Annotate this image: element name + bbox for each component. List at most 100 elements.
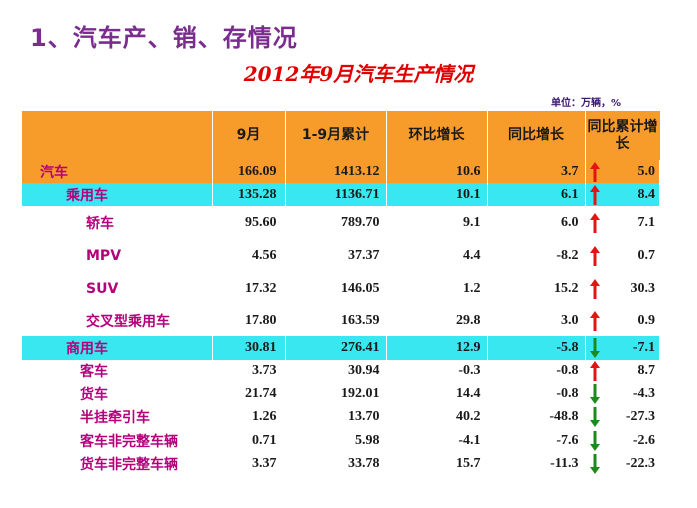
cell-mom-growth: 10.1 (386, 183, 488, 206)
row-name: 货车非完整车辆 (22, 452, 213, 476)
cell-month: 3.37 (212, 452, 286, 476)
trend-arrow-cell (585, 305, 605, 336)
cell-month: 30.81 (212, 336, 286, 360)
row-name: 乘用车 (22, 183, 213, 206)
cell-mom-growth: 10.6 (386, 160, 488, 183)
row-name: 客车 (22, 360, 213, 382)
cell-yoy-cumulative: -27.3 (605, 405, 661, 429)
row-name: SUV (22, 272, 213, 305)
trend-arrow-cell (585, 429, 605, 452)
header-mom-growth: 环比增长 (386, 111, 488, 160)
trend-arrow-cell (585, 206, 605, 239)
cell-cumulative: 37.37 (285, 239, 387, 272)
cell-mom-growth: 12.9 (386, 336, 488, 360)
cell-month: 4.56 (212, 239, 286, 272)
cell-mom-growth: -4.1 (386, 429, 488, 452)
row-name: MPV (22, 239, 213, 272)
trend-arrow-cell (585, 160, 606, 183)
row-name: 货车 (22, 382, 213, 405)
table-row: 半挂牵引车 1.26 13.70 40.2 -48.8 -27.3 (22, 405, 661, 429)
arrow-down-icon (590, 338, 601, 358)
cell-cumulative: 146.05 (285, 272, 387, 305)
cell-yoy-cumulative: 8.7 (605, 360, 661, 382)
cell-yoy-cumulative: 30.3 (605, 272, 661, 305)
cell-yoy-growth: -8.2 (487, 239, 586, 272)
cell-cumulative: 163.59 (285, 305, 387, 336)
cell-month: 95.60 (212, 206, 286, 239)
row-name: 汽车 (22, 160, 213, 183)
cell-cumulative: 789.70 (285, 206, 387, 239)
production-table: 9月 1-9月累计 环比增长 同比增长 同比累计增长 汽车 166.09 1413.… (22, 111, 661, 476)
trend-arrow-cell (585, 239, 605, 272)
unit-label: 单位：万辆，% (550, 98, 621, 109)
cell-month: 17.80 (212, 305, 286, 336)
table-row: SUV 17.32 146.05 1.2 15.2 30.3 (22, 272, 661, 305)
cell-yoy-growth: 6.0 (487, 206, 586, 239)
cell-mom-growth: 9.1 (386, 206, 488, 239)
header-yoy-cumulative-growth: 同比累计增长 (585, 111, 660, 160)
cell-month: 0.71 (212, 429, 286, 452)
row-name: 商用车 (22, 336, 213, 360)
cell-yoy-growth: -0.8 (487, 360, 586, 382)
cell-yoy-cumulative: -4.3 (605, 382, 661, 405)
cell-month: 135.28 (212, 183, 286, 206)
trend-arrow-cell (585, 360, 605, 382)
cell-yoy-growth: 3.7 (487, 160, 586, 183)
cell-mom-growth: 15.7 (386, 452, 488, 476)
header-category (22, 111, 213, 160)
slide-title: 1、汽车产、销、存情况 (30, 24, 298, 52)
cell-yoy-growth: 3.0 (487, 305, 586, 336)
cell-yoy-growth: -11.3 (487, 452, 586, 476)
table-row: 轿车 95.60 789.70 9.1 6.0 7.1 (22, 206, 661, 239)
cell-month: 17.32 (212, 272, 286, 305)
table-row: 客车 3.73 30.94 -0.3 -0.8 8.7 (22, 360, 661, 382)
cell-mom-growth: 40.2 (386, 405, 488, 429)
cell-yoy-growth: 15.2 (487, 272, 586, 305)
trend-arrow-cell (585, 452, 605, 476)
trend-arrow-cell (585, 272, 605, 305)
cell-yoy-growth: -0.8 (487, 382, 586, 405)
table-row: 商用车 30.81 276.41 12.9 -5.8 -7.1 (22, 336, 661, 360)
cell-yoy-growth: 6.1 (487, 183, 586, 206)
cell-cumulative: 13.70 (285, 405, 387, 429)
cell-cumulative: 30.94 (285, 360, 387, 382)
arrow-down-icon (590, 454, 601, 474)
table-row: 货车 21.74 192.01 14.4 -0.8 -4.3 (22, 382, 661, 405)
arrow-down-icon (590, 383, 601, 404)
arrow-up-icon (590, 310, 601, 331)
header-row: 9月 1-9月累计 环比增长 同比增长 同比累计增长 (22, 111, 660, 160)
arrow-up-icon (590, 361, 601, 381)
table-row: 乘用车 135.28 1136.71 10.1 6.1 8.4 (22, 183, 661, 206)
arrow-down-icon (590, 407, 601, 427)
cell-yoy-cumulative: -7.1 (605, 336, 661, 360)
cell-cumulative: 1413.12 (285, 160, 387, 183)
cell-yoy-cumulative: -22.3 (605, 452, 661, 476)
cell-mom-growth: 29.8 (386, 305, 488, 336)
trend-arrow-cell (585, 405, 605, 429)
cell-cumulative: 33.78 (285, 452, 387, 476)
header-month: 9月 (212, 111, 286, 160)
cell-yoy-growth: -7.6 (487, 429, 586, 452)
cell-cumulative: 5.98 (285, 429, 387, 452)
cell-cumulative: 276.41 (285, 336, 387, 360)
cell-month: 1.26 (212, 405, 286, 429)
row-name: 半挂牵引车 (22, 405, 213, 429)
table-row: 汽车 166.09 1413.12 10.6 3.7 5.0 (22, 160, 661, 183)
table-body: 汽车 166.09 1413.12 10.6 3.7 5.0 乘用车 135.28 1136.7… (22, 160, 661, 476)
header-yoy-growth: 同比增长 (487, 111, 586, 160)
cell-yoy-growth: -48.8 (487, 405, 586, 429)
arrow-up-icon (590, 161, 601, 182)
table-row: MPV 4.56 37.37 4.4 -8.2 0.7 (22, 239, 661, 272)
header-cumulative: 1-9月累计 (285, 111, 387, 160)
cell-cumulative: 1136.71 (285, 183, 387, 206)
cell-month: 166.09 (212, 160, 286, 183)
cell-yoy-cumulative: 5.0 (605, 160, 661, 183)
cell-month: 3.73 (212, 360, 286, 382)
cell-yoy-cumulative: 0.9 (605, 305, 661, 336)
cell-yoy-cumulative: 7.1 (605, 206, 661, 239)
row-name: 客车非完整车辆 (22, 429, 213, 452)
cell-mom-growth: 1.2 (386, 272, 488, 305)
cell-yoy-growth: -5.8 (487, 336, 586, 360)
cell-cumulative: 192.01 (285, 382, 387, 405)
cell-month: 21.74 (212, 382, 286, 405)
